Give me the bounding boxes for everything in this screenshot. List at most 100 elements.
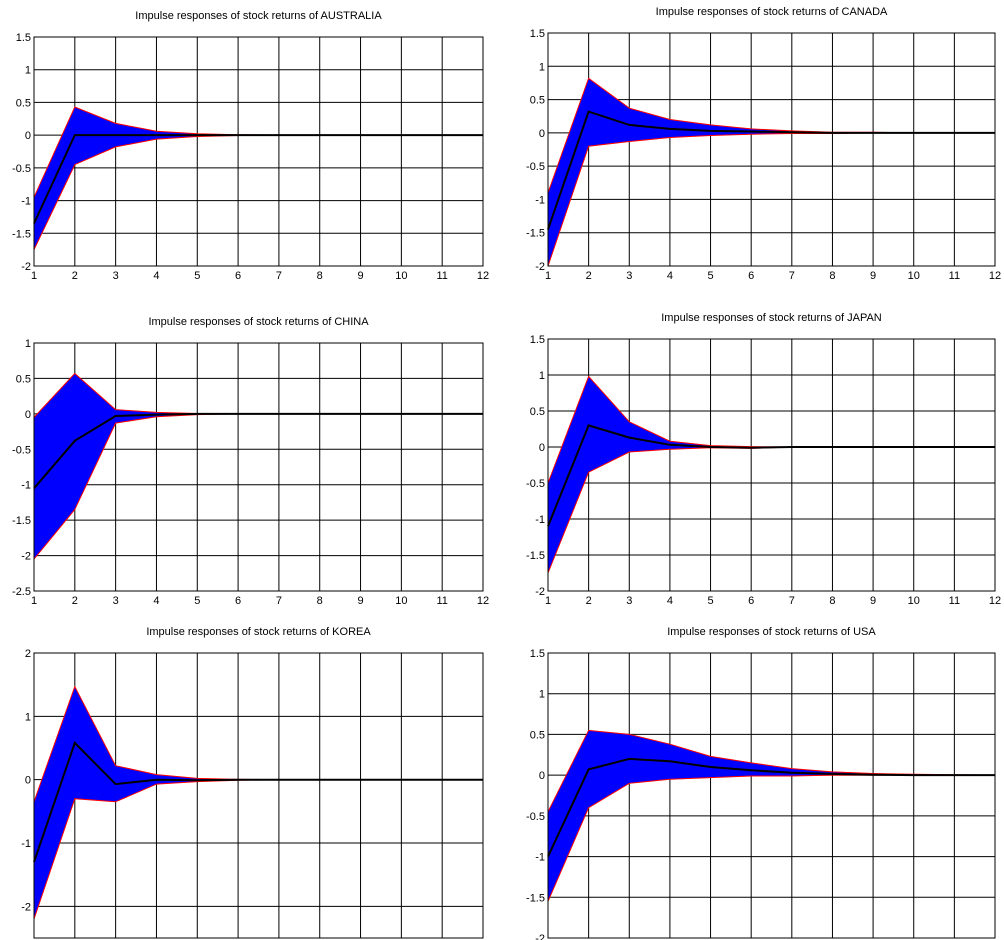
y-tick-label: 1 bbox=[539, 689, 545, 701]
x-tick-label: 11 bbox=[949, 595, 960, 607]
y-tick-label: 0.5 bbox=[16, 97, 31, 109]
y-tick-label: 0 bbox=[25, 130, 31, 142]
axes-frame-china bbox=[33, 342, 484, 592]
x-tick-label: 5 bbox=[194, 270, 200, 282]
x-tick-label: 1 bbox=[545, 270, 551, 282]
x-tick-label: 4 bbox=[153, 595, 159, 607]
x-tick-label: 12 bbox=[477, 270, 489, 282]
panel-china: 1 2 3 4 5 6 7 8 9 10 11 12-2.5-2-1.5-1-0.500.51Impu… bbox=[12, 316, 489, 607]
confidence-band-canada bbox=[548, 78, 995, 266]
response-line-canada bbox=[547, 110, 995, 230]
panel-japan: 1 2 3 4 5 6 7 8 9 10 11 12-2-1.5-1-0.500.511.5Impul… bbox=[526, 312, 1001, 607]
response-line-usa bbox=[547, 757, 995, 858]
x-tick-label: 3 bbox=[626, 270, 632, 282]
y-tick-label: -1 bbox=[21, 196, 31, 208]
y-tick-label: -0.5 bbox=[526, 811, 545, 823]
panel-title-korea: Impulse responses of stock returns of KO… bbox=[146, 626, 371, 638]
axes-frame-korea bbox=[33, 652, 484, 939]
y-tick-label: 0 bbox=[25, 409, 31, 421]
y-tick-label: -1.5 bbox=[12, 228, 31, 240]
y-tick-label: -0.5 bbox=[526, 478, 545, 490]
confidence-band-china bbox=[34, 373, 483, 560]
x-tick-label: 5 bbox=[194, 595, 200, 607]
y-tick-label: 1 bbox=[25, 711, 31, 723]
y-tick-label: -2 bbox=[21, 261, 31, 273]
x-tick-label: 8 bbox=[829, 595, 835, 607]
x-tick-label: 10 bbox=[395, 270, 407, 282]
x-tick-label: 5 bbox=[707, 595, 713, 607]
y-tick-label: -1 bbox=[535, 852, 545, 864]
confidence-band-japan bbox=[548, 376, 995, 573]
x-tick-label: 6 bbox=[235, 595, 241, 607]
x-tick-label: 1 bbox=[31, 270, 37, 282]
y-tick-label: -2 bbox=[535, 586, 545, 598]
x-tick-label: 6 bbox=[748, 595, 754, 607]
x-tick-label: 2 bbox=[72, 270, 78, 282]
y-tick-label: 0.5 bbox=[16, 373, 31, 385]
x-tick-label: 8 bbox=[317, 270, 323, 282]
y-tick-label: 1.5 bbox=[16, 32, 31, 44]
lower-bound-line-korea bbox=[33, 779, 483, 920]
axes-frame-usa bbox=[547, 652, 996, 939]
y-tick-label: -1 bbox=[21, 480, 31, 492]
axes-frame-canada bbox=[547, 32, 996, 267]
x-tick-label: 6 bbox=[235, 270, 241, 282]
y-tick-label: 0 bbox=[539, 770, 545, 782]
x-tick-label: 7 bbox=[789, 270, 795, 282]
x-tick-label: 4 bbox=[667, 270, 673, 282]
x-tick-label: 7 bbox=[276, 270, 282, 282]
y-tick-label: -2 bbox=[21, 551, 31, 563]
x-tick-label: 9 bbox=[357, 595, 363, 607]
panel-title-canada: Impulse responses of stock returns of CA… bbox=[656, 6, 888, 18]
panel-title-australia: Impulse responses of stock returns of AU… bbox=[135, 10, 382, 22]
x-tick-label: 1 bbox=[545, 595, 551, 607]
y-tick-label: -1.5 bbox=[526, 550, 545, 562]
x-tick-label: 7 bbox=[276, 595, 282, 607]
y-tick-label: 2 bbox=[25, 648, 31, 660]
x-tick-label: 2 bbox=[586, 595, 592, 607]
y-tick-label: -2 bbox=[21, 901, 31, 913]
y-tick-label: 1 bbox=[25, 338, 31, 350]
response-line-australia bbox=[33, 134, 483, 224]
x-tick-label: 11 bbox=[436, 270, 447, 282]
x-tick-label: 3 bbox=[113, 595, 119, 607]
x-tick-label: 7 bbox=[789, 595, 795, 607]
x-tick-label: 1 bbox=[31, 595, 37, 607]
y-tick-label: 0 bbox=[25, 775, 31, 787]
lower-bound-line-japan bbox=[547, 446, 995, 574]
x-tick-label: 12 bbox=[989, 270, 1001, 282]
confidence-band-australia bbox=[34, 107, 483, 250]
x-tick-label: 4 bbox=[153, 270, 159, 282]
x-tick-label: 9 bbox=[870, 270, 876, 282]
x-tick-label: 4 bbox=[667, 595, 673, 607]
y-tick-label: -0.5 bbox=[12, 444, 31, 456]
response-line-japan bbox=[547, 424, 995, 527]
confidence-band-usa bbox=[548, 730, 995, 902]
x-tick-label: 6 bbox=[748, 270, 754, 282]
x-tick-label: 12 bbox=[477, 595, 489, 607]
y-tick-label: -1.5 bbox=[12, 515, 31, 527]
y-tick-label: 0.5 bbox=[530, 95, 545, 107]
y-tick-label: 1.5 bbox=[530, 334, 545, 346]
x-tick-label: 11 bbox=[949, 270, 960, 282]
y-tick-label: -1.5 bbox=[526, 228, 545, 240]
y-tick-label: 1.5 bbox=[530, 648, 545, 660]
y-tick-label: -0.5 bbox=[12, 163, 31, 175]
y-tick-label: -1.5 bbox=[526, 892, 545, 904]
y-tick-label: -1 bbox=[535, 514, 545, 526]
x-tick-label: 5 bbox=[707, 270, 713, 282]
panel-australia: 1 2 3 4 5 6 7 8 9 10 11 12-2-1.5-1-0.500.511.5Impul… bbox=[12, 10, 489, 282]
y-tick-label: 1 bbox=[539, 370, 545, 382]
panel-canada: 1 2 3 4 5 6 7 8 9 10 11 12-2-1.5-1-0.500.511.5Impul… bbox=[526, 6, 1001, 282]
response-line-china bbox=[33, 412, 483, 489]
y-tick-label: -1 bbox=[21, 838, 31, 850]
y-tick-label: -2 bbox=[535, 933, 545, 940]
y-tick-label: 1 bbox=[539, 61, 545, 73]
x-tick-label: 11 bbox=[436, 595, 447, 607]
confidence-band-korea bbox=[34, 686, 483, 919]
lower-bound-line-usa bbox=[547, 774, 995, 902]
x-tick-label: 2 bbox=[586, 270, 592, 282]
y-tick-label: -1 bbox=[535, 194, 545, 206]
